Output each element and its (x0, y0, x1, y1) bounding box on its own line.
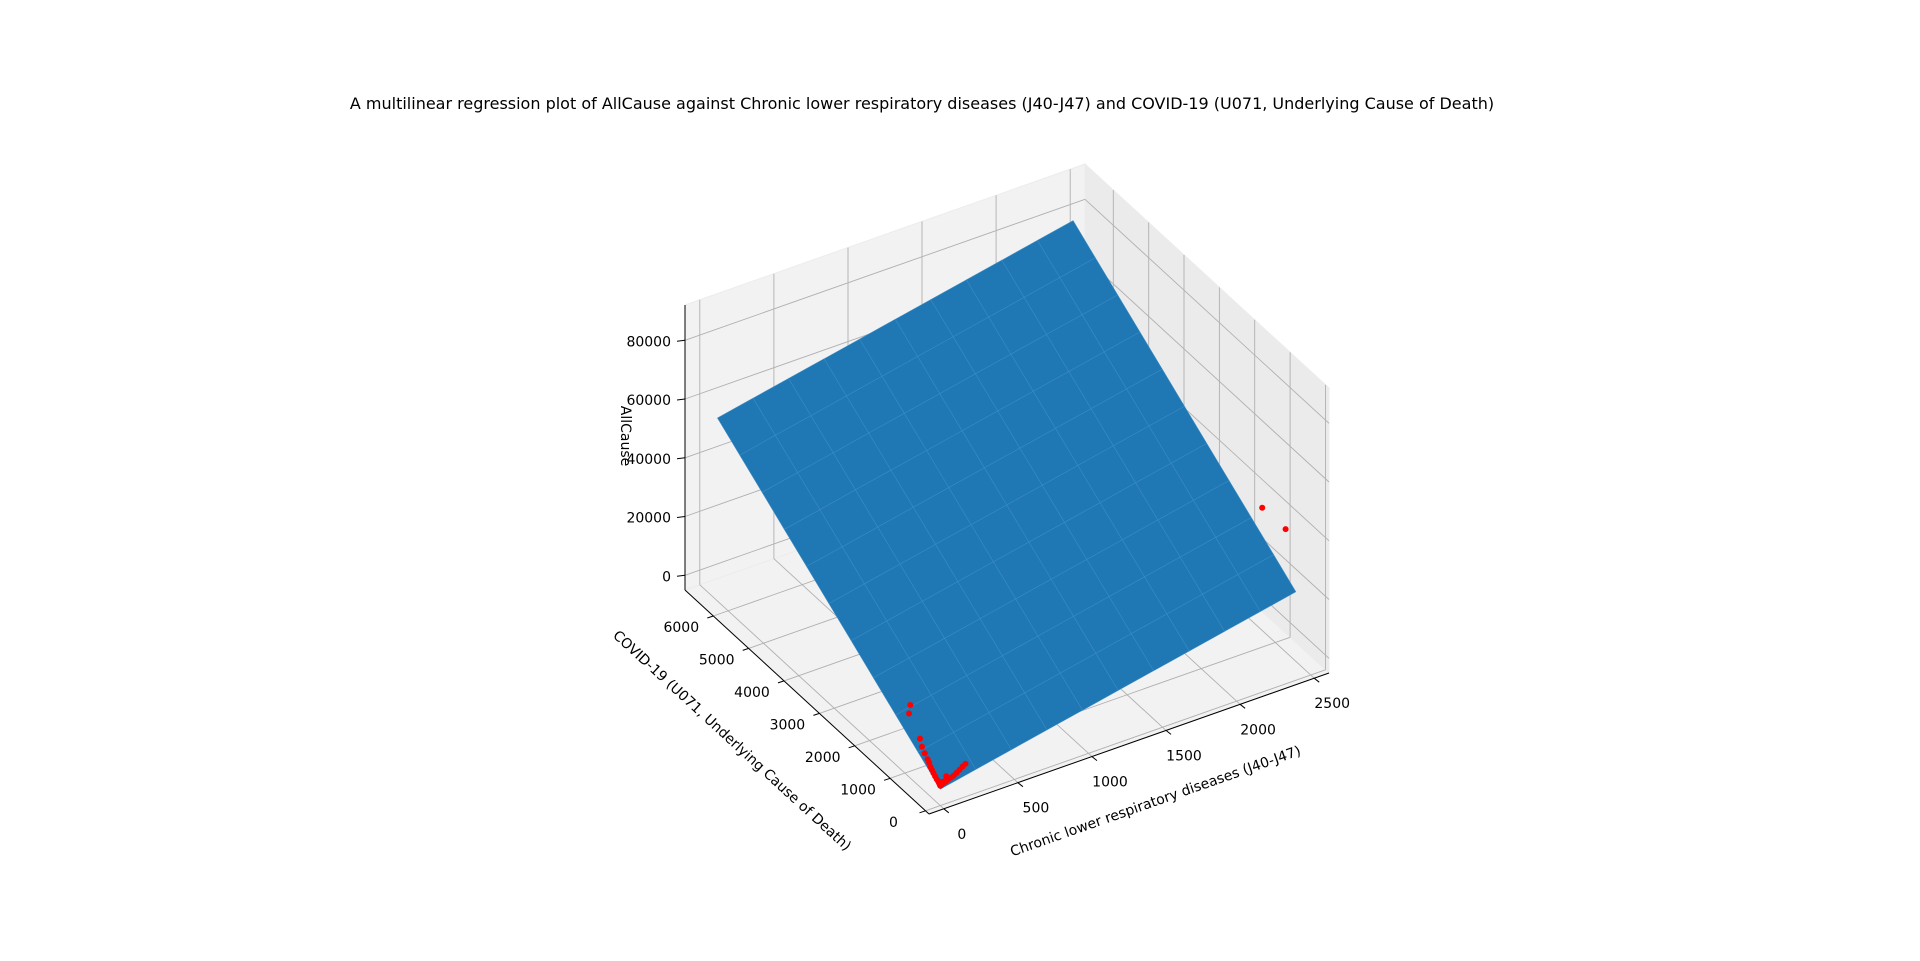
chart-title: A multilinear regression plot of AllCaus… (350, 94, 1494, 113)
data-point (962, 760, 969, 767)
y-tick-mark (742, 647, 749, 651)
z-axis-label: AllCause (617, 406, 633, 467)
y-tick-label: 2000 (805, 750, 841, 766)
data-point (907, 702, 914, 708)
x-tick-label: 2500 (1314, 696, 1350, 712)
x-tick-label: 0 (957, 827, 966, 843)
z-tick-label: 60000 (626, 393, 671, 409)
y-tick-mark (919, 810, 926, 814)
y-axis-line (684, 589, 930, 815)
z-tick-label: 80000 (626, 334, 671, 350)
y-gridline-floor (925, 669, 1326, 812)
x-tick-mark (1313, 677, 1320, 683)
z-tick-mark (676, 457, 686, 460)
x-tick-label: 1000 (1092, 775, 1128, 791)
x-tick-mark (1091, 756, 1098, 761)
data-point (917, 735, 923, 742)
z-gridline-right-wall (1084, 198, 1330, 424)
z-tick-mark (676, 339, 686, 342)
x-tick-label: 500 (1023, 801, 1050, 817)
y-tick-mark (883, 777, 891, 781)
z-tick-mark (676, 516, 686, 518)
y-tick-label: 6000 (663, 620, 699, 636)
z-gridline-left-wall (684, 198, 1086, 341)
x-tick-mark (943, 808, 950, 814)
regression-plane (717, 220, 1297, 790)
data-points (906, 504, 1289, 789)
x-axis-line (928, 672, 1330, 815)
data-point (943, 773, 950, 780)
z-tick-mark (676, 574, 686, 577)
z-tick-label: 40000 (626, 452, 671, 468)
x-tick-mark (1239, 703, 1246, 709)
y-tick-mark (813, 712, 820, 716)
plane-patch (1037, 220, 1096, 278)
data-point (919, 743, 925, 750)
x-tick-label: 2000 (1240, 722, 1276, 738)
x-gridline-floor (699, 584, 945, 810)
y-tick-mark (707, 615, 714, 619)
data-point (1282, 526, 1289, 533)
data-point (906, 710, 913, 717)
y-tick-label: 1000 (840, 782, 876, 798)
y-tick-label: 4000 (734, 685, 770, 701)
data-point (921, 750, 928, 757)
data-point (1259, 504, 1266, 511)
y-tick-mark (777, 680, 785, 684)
y-tick-label: 3000 (770, 717, 806, 733)
y-tick-label: 0 (889, 815, 898, 831)
z-tick-mark (676, 398, 686, 401)
y-tick-mark (848, 745, 855, 749)
axis-spines (676, 305, 1330, 815)
z-tick-label: 20000 (626, 511, 671, 527)
y-tick-label: 5000 (699, 652, 735, 668)
x-tick-mark (1165, 730, 1172, 735)
x-tick-label: 1500 (1166, 748, 1202, 764)
z-tick-label: 0 (662, 569, 671, 585)
z-gridline-right-wall (1084, 257, 1330, 483)
x-tick-mark (1017, 782, 1024, 788)
